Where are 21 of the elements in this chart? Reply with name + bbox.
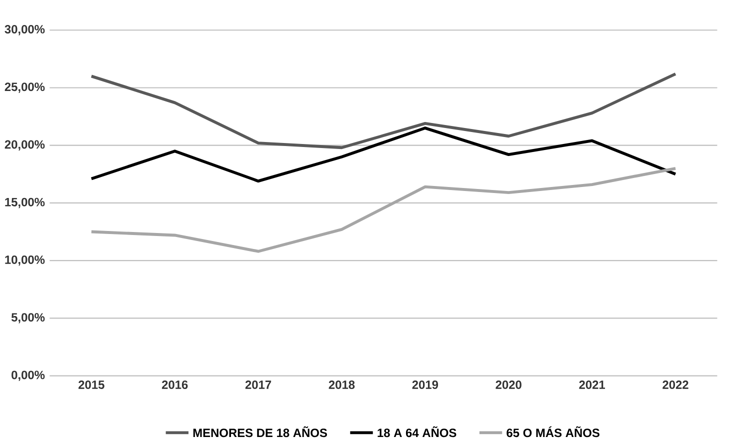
y-tick-label: 15,00% bbox=[5, 198, 45, 208]
x-tick-label: 2016 bbox=[162, 380, 188, 389]
y-tick-label: 30,00% bbox=[4, 24, 45, 36]
legend-label: 18 A 64 AÑOS bbox=[378, 426, 456, 437]
x-tick-label: 2022 bbox=[662, 380, 688, 389]
line-series bbox=[90, 126, 677, 182]
legend-label: MENORES DE 18 AÑOS bbox=[193, 426, 327, 437]
x-tick-label: 2019 bbox=[412, 380, 438, 389]
y-tick-label: 20,00% bbox=[4, 140, 45, 150]
y-tick-label: 0,00% bbox=[12, 370, 45, 381]
x-tick-label: 2015 bbox=[78, 380, 104, 389]
y-tick-label: 25,00% bbox=[4, 82, 45, 93]
y-tick-label: 5,00% bbox=[11, 312, 45, 324]
line-series bbox=[90, 72, 677, 149]
x-tick-label: 2021 bbox=[579, 380, 606, 389]
x-tick-label: 2020 bbox=[496, 380, 522, 389]
x-tick-label: 2017 bbox=[245, 380, 272, 389]
line-series bbox=[90, 166, 677, 253]
y-tick-label: 10,00% bbox=[5, 255, 45, 266]
x-tick-label: 2018 bbox=[328, 380, 355, 389]
legend-label: 65 O MÁS AÑOS bbox=[506, 426, 600, 437]
